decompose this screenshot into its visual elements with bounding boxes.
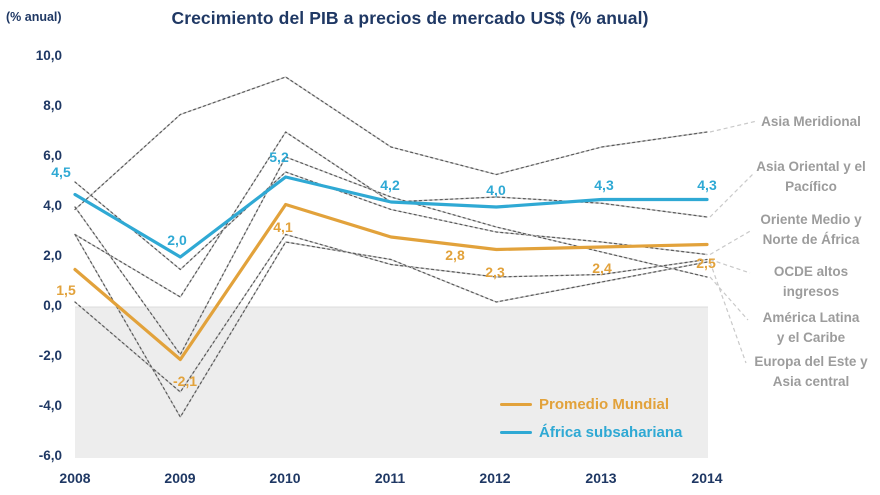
data-label-africa-2013: 4,3 — [594, 177, 614, 193]
series-line-europa-este-asia-central — [74, 233, 708, 418]
leader-line-america-latina-caribe — [709, 276, 749, 321]
region-label-oriente-medio-norte-africa: Oriente Medio y Norte de África — [760, 212, 862, 247]
series-line-asia-oriental-pacifico — [74, 131, 708, 298]
legend-swatch-orange-line — [500, 403, 532, 406]
data-label-africa-2014: 4,3 — [697, 177, 717, 193]
x-tick-label: 2010 — [269, 470, 301, 486]
data-label-mundial-2011: 2,8 — [445, 247, 465, 263]
y-tick-label: 10,0 — [35, 48, 62, 63]
y-tick-label: 4,0 — [43, 198, 62, 213]
data-label-mundial-2013: 2,4 — [592, 260, 612, 276]
legend-label: África subsahariana — [539, 424, 683, 441]
region-label-ocde-altos-ingresos: OCDE altos ingresos — [773, 264, 849, 299]
y-tick-label: -6,0 — [38, 448, 62, 463]
data-label-mundial-2014: 2,5 — [696, 255, 716, 271]
region-series-lines — [74, 76, 708, 418]
negative-region-shading — [75, 307, 708, 458]
x-tick-label: 2014 — [691, 470, 723, 486]
data-label-mundial-2009: -2,1 — [172, 373, 198, 389]
region-label-europa-este-asia-central: Europa del Este y Asia central — [754, 354, 868, 389]
x-tick-label: 2009 — [164, 470, 196, 486]
series-line-promedio-mundial — [73, 202, 709, 362]
leader-line-asia-oriental-pacifico — [709, 173, 754, 218]
series-line-oriente-medio-norte-africa — [74, 171, 708, 271]
data-label-mundial-2008: 1,5 — [56, 282, 76, 298]
region-label-america-latina-caribe: América Latina y el Caribe — [762, 310, 860, 345]
legend-item-promedio-mundial: Promedio Mundial — [500, 396, 669, 413]
y-axis-unit-label: (% anual) — [6, 10, 62, 24]
data-label-africa-2010: 5,2 — [269, 149, 289, 165]
highlighted-series-lines — [73, 175, 709, 362]
x-tick-label: 2008 — [59, 470, 91, 486]
y-tick-label: -4,0 — [38, 398, 62, 413]
x-tick-label: 2013 — [585, 470, 617, 486]
y-tick-label: -2,0 — [38, 348, 62, 363]
legend-item-africa-subsahariana: África subsahariana — [500, 424, 682, 441]
legend-label: Promedio Mundial — [539, 396, 670, 413]
data-label-africa-2009: 2,0 — [167, 232, 187, 248]
region-label-asia-oriental-pacifico: Asia Oriental y el Pacífico — [756, 159, 866, 194]
series-line-america-latina-caribe — [74, 156, 708, 356]
series-line-asia-oriental-pacifico-underlay — [74, 131, 708, 298]
region-label-asia-meridional: Asia Meridional — [761, 114, 861, 129]
legend-swatch-blue-line — [500, 431, 532, 434]
data-label-africa-2011: 4,2 — [380, 177, 400, 193]
data-label-africa-2008: 4,5 — [51, 164, 71, 180]
leader-line-oriente-medio-norte-africa — [709, 229, 753, 256]
x-tick-label: 2012 — [479, 470, 511, 486]
y-tick-label: 8,0 — [43, 98, 62, 113]
y-tick-label: 2,0 — [43, 248, 62, 263]
label-leader-lines — [709, 120, 758, 364]
y-tick-label: 0,0 — [43, 298, 62, 313]
series-line-ocde-altos-ingresos — [74, 233, 708, 393]
x-tick-label: 2011 — [374, 470, 406, 486]
data-label-africa-2012: 4,0 — [486, 182, 506, 198]
series-line-africa-subsahariana — [73, 175, 709, 259]
leader-line-europa-este-asia-central — [709, 261, 747, 364]
data-label-mundial-2012: 2,3 — [485, 264, 505, 280]
y-tick-label: 6,0 — [43, 148, 62, 163]
leader-line-ocde-altos-ingresos — [709, 258, 751, 274]
series-line-asia-meridional — [74, 76, 708, 211]
chart-title: Crecimiento del PIB a precios de mercado… — [171, 8, 649, 28]
data-label-mundial-2010: 4,1 — [273, 219, 293, 235]
leader-line-asia-meridional — [709, 120, 758, 133]
